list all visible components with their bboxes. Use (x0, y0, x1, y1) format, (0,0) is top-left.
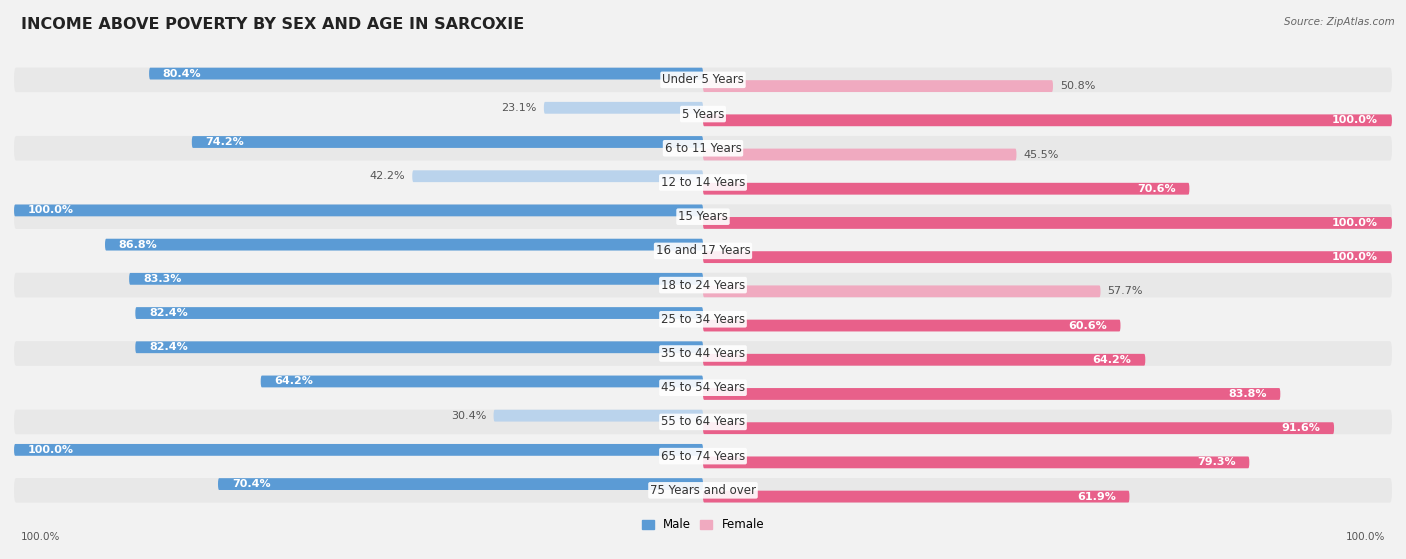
Text: Source: ZipAtlas.com: Source: ZipAtlas.com (1284, 17, 1395, 27)
FancyBboxPatch shape (494, 410, 703, 421)
Text: 57.7%: 57.7% (1108, 286, 1143, 296)
Text: 23.1%: 23.1% (502, 103, 537, 113)
Text: 70.6%: 70.6% (1137, 184, 1175, 194)
Text: 61.9%: 61.9% (1077, 491, 1116, 501)
FancyBboxPatch shape (703, 422, 1334, 434)
FancyBboxPatch shape (703, 320, 1121, 331)
FancyBboxPatch shape (14, 376, 1392, 400)
Text: 83.8%: 83.8% (1227, 389, 1267, 399)
FancyBboxPatch shape (135, 307, 703, 319)
Text: 100.0%: 100.0% (1331, 218, 1378, 228)
Text: 60.6%: 60.6% (1069, 320, 1107, 330)
FancyBboxPatch shape (14, 444, 703, 456)
FancyBboxPatch shape (703, 80, 1053, 92)
Text: 100.0%: 100.0% (1346, 532, 1385, 542)
FancyBboxPatch shape (14, 205, 1392, 229)
FancyBboxPatch shape (14, 170, 1392, 195)
Text: 100.0%: 100.0% (21, 532, 60, 542)
FancyBboxPatch shape (703, 115, 1392, 126)
Text: Under 5 Years: Under 5 Years (662, 73, 744, 86)
FancyBboxPatch shape (703, 251, 1392, 263)
Text: INCOME ABOVE POVERTY BY SEX AND AGE IN SARCOXIE: INCOME ABOVE POVERTY BY SEX AND AGE IN S… (21, 17, 524, 32)
Text: 55 to 64 Years: 55 to 64 Years (661, 415, 745, 428)
Text: 65 to 74 Years: 65 to 74 Years (661, 449, 745, 463)
Text: 64.2%: 64.2% (1092, 355, 1132, 365)
Text: 82.4%: 82.4% (149, 342, 188, 352)
FancyBboxPatch shape (14, 205, 703, 216)
FancyBboxPatch shape (544, 102, 703, 113)
FancyBboxPatch shape (14, 410, 1392, 434)
FancyBboxPatch shape (129, 273, 703, 285)
FancyBboxPatch shape (703, 217, 1392, 229)
FancyBboxPatch shape (412, 170, 703, 182)
FancyBboxPatch shape (703, 286, 1101, 297)
Text: 86.8%: 86.8% (118, 240, 157, 250)
FancyBboxPatch shape (14, 239, 1392, 263)
FancyBboxPatch shape (135, 342, 703, 353)
Text: 42.2%: 42.2% (370, 171, 405, 181)
Text: 35 to 44 Years: 35 to 44 Years (661, 347, 745, 360)
Text: 5 Years: 5 Years (682, 107, 724, 121)
FancyBboxPatch shape (14, 102, 1392, 126)
Text: 100.0%: 100.0% (1331, 115, 1378, 125)
Text: 70.4%: 70.4% (232, 479, 270, 489)
Text: 74.2%: 74.2% (205, 137, 245, 147)
FancyBboxPatch shape (703, 354, 1146, 366)
FancyBboxPatch shape (218, 478, 703, 490)
FancyBboxPatch shape (14, 307, 1392, 331)
Text: 83.3%: 83.3% (143, 274, 181, 284)
Text: 100.0%: 100.0% (28, 445, 75, 455)
Text: 75 Years and over: 75 Years and over (650, 484, 756, 497)
Text: 80.4%: 80.4% (163, 69, 201, 79)
Text: 12 to 14 Years: 12 to 14 Years (661, 176, 745, 189)
FancyBboxPatch shape (14, 478, 1392, 503)
FancyBboxPatch shape (260, 376, 703, 387)
Text: 82.4%: 82.4% (149, 308, 188, 318)
Text: 45 to 54 Years: 45 to 54 Years (661, 381, 745, 394)
FancyBboxPatch shape (703, 183, 1189, 195)
Text: 16 and 17 Years: 16 and 17 Years (655, 244, 751, 257)
FancyBboxPatch shape (149, 68, 703, 79)
Text: 100.0%: 100.0% (28, 205, 75, 215)
FancyBboxPatch shape (14, 136, 1392, 160)
Text: 64.2%: 64.2% (274, 376, 314, 386)
Text: 45.5%: 45.5% (1024, 149, 1059, 159)
FancyBboxPatch shape (105, 239, 703, 250)
FancyBboxPatch shape (14, 444, 1392, 468)
FancyBboxPatch shape (14, 273, 1392, 297)
FancyBboxPatch shape (14, 341, 1392, 366)
Text: 25 to 34 Years: 25 to 34 Years (661, 313, 745, 326)
Text: 18 to 24 Years: 18 to 24 Years (661, 278, 745, 292)
Text: 6 to 11 Years: 6 to 11 Years (665, 142, 741, 155)
Legend: Male, Female: Male, Female (637, 513, 769, 536)
FancyBboxPatch shape (191, 136, 703, 148)
Text: 100.0%: 100.0% (1331, 252, 1378, 262)
FancyBboxPatch shape (703, 457, 1250, 468)
FancyBboxPatch shape (703, 491, 1129, 503)
FancyBboxPatch shape (703, 149, 1017, 160)
Text: 50.8%: 50.8% (1060, 81, 1095, 91)
Text: 15 Years: 15 Years (678, 210, 728, 223)
FancyBboxPatch shape (14, 68, 1392, 92)
Text: 30.4%: 30.4% (451, 411, 486, 421)
Text: 91.6%: 91.6% (1281, 423, 1320, 433)
Text: 79.3%: 79.3% (1197, 457, 1236, 467)
FancyBboxPatch shape (703, 388, 1281, 400)
